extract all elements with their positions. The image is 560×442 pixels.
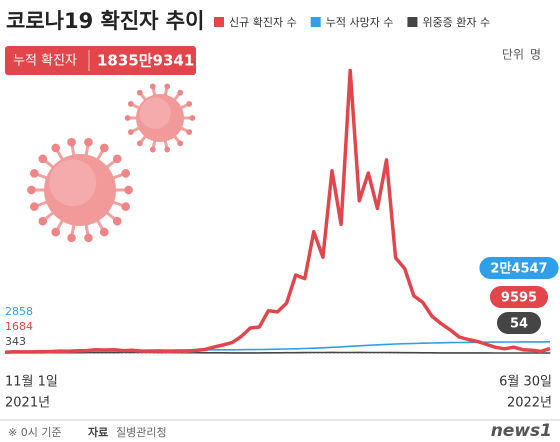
x-year-label: 2022년 (507, 396, 552, 411)
series-line (4, 68, 551, 354)
virus-spike-tip (136, 89, 143, 96)
x-year-label: 2021년 (5, 396, 50, 411)
virus-spike-tip (177, 140, 184, 147)
legend-label: 위중증 환자 수 (422, 16, 490, 29)
series-line (5, 351, 550, 354)
virus-spike-tip (186, 129, 193, 135)
legend-swatch (407, 17, 418, 27)
virus-spike-tip (38, 216, 48, 226)
start-value-label: 1684 (5, 320, 33, 333)
virus-spike-tip (112, 216, 122, 226)
virus-spike-tip (112, 154, 122, 164)
total-badge (5, 46, 196, 75)
virus-spike-tip (127, 101, 134, 107)
virus-spike-tip (177, 89, 184, 96)
virus-spike-tip (186, 101, 193, 107)
virus-spike-tip (51, 143, 61, 153)
virus-spike-tip (149, 83, 156, 90)
virus-spike-tip (84, 233, 93, 243)
virus-spike-tip (67, 233, 76, 243)
note: ※ 0시 기준 (8, 426, 62, 439)
virus-spike-tip (30, 169, 39, 178)
total-value: 1835만9341 (97, 52, 194, 70)
virus-spike-tip (136, 140, 143, 147)
legend-swatch (214, 17, 224, 27)
source: 질병관리청 (116, 426, 167, 439)
virus-shade (139, 97, 171, 129)
chart-title: 코로나19 확진자 추이 (6, 9, 204, 33)
start-value-label: 2858 (5, 305, 33, 318)
start-value-label: 343 (5, 335, 26, 348)
x-tick-label: 11월 1일 (5, 375, 58, 390)
virus-shade (49, 159, 97, 207)
virus-spike-tip (84, 137, 93, 147)
virus-spike-tip (121, 202, 130, 211)
x-tick-label: 6월 30일 (499, 375, 552, 390)
end-value-label: 9595 (501, 291, 537, 306)
virus-spike-tip (27, 185, 36, 195)
logo: news1 (491, 421, 552, 441)
virus-spike-tip (124, 115, 131, 121)
unit: 명 (530, 48, 541, 62)
end-value-badge (497, 312, 541, 334)
virus-spike-tip (124, 185, 133, 195)
virus-spike-tip (38, 154, 48, 164)
legend-swatch (310, 17, 321, 27)
virus-spike-tip (127, 129, 134, 135)
virus-spike-tip (189, 115, 196, 121)
virus-spike-tip (121, 169, 130, 178)
end-value-label: 2만4547 (490, 261, 547, 277)
virus-spike-tip (164, 83, 171, 90)
virus-spike-tip (51, 227, 61, 237)
total-label: 누적 확진자 (13, 54, 77, 69)
virus-spike-tip (99, 143, 109, 153)
end-value-label: 54 (510, 317, 528, 332)
virus-spike-tip (67, 137, 76, 147)
unit-label: 단위 (502, 48, 524, 62)
virus-illustration (27, 83, 196, 243)
virus-spike-tip (99, 227, 109, 237)
legend-label: 누적 사망자 수 (326, 16, 394, 29)
virus-spike-tip (30, 202, 39, 211)
source-label: 자료 (88, 425, 108, 439)
legend-label: 신규 확진자 수 (229, 16, 297, 29)
end-value-badge (489, 286, 549, 308)
end-value-badge (479, 257, 559, 279)
virus-spike-tip (149, 146, 156, 153)
virus-spike-tip (164, 146, 171, 153)
